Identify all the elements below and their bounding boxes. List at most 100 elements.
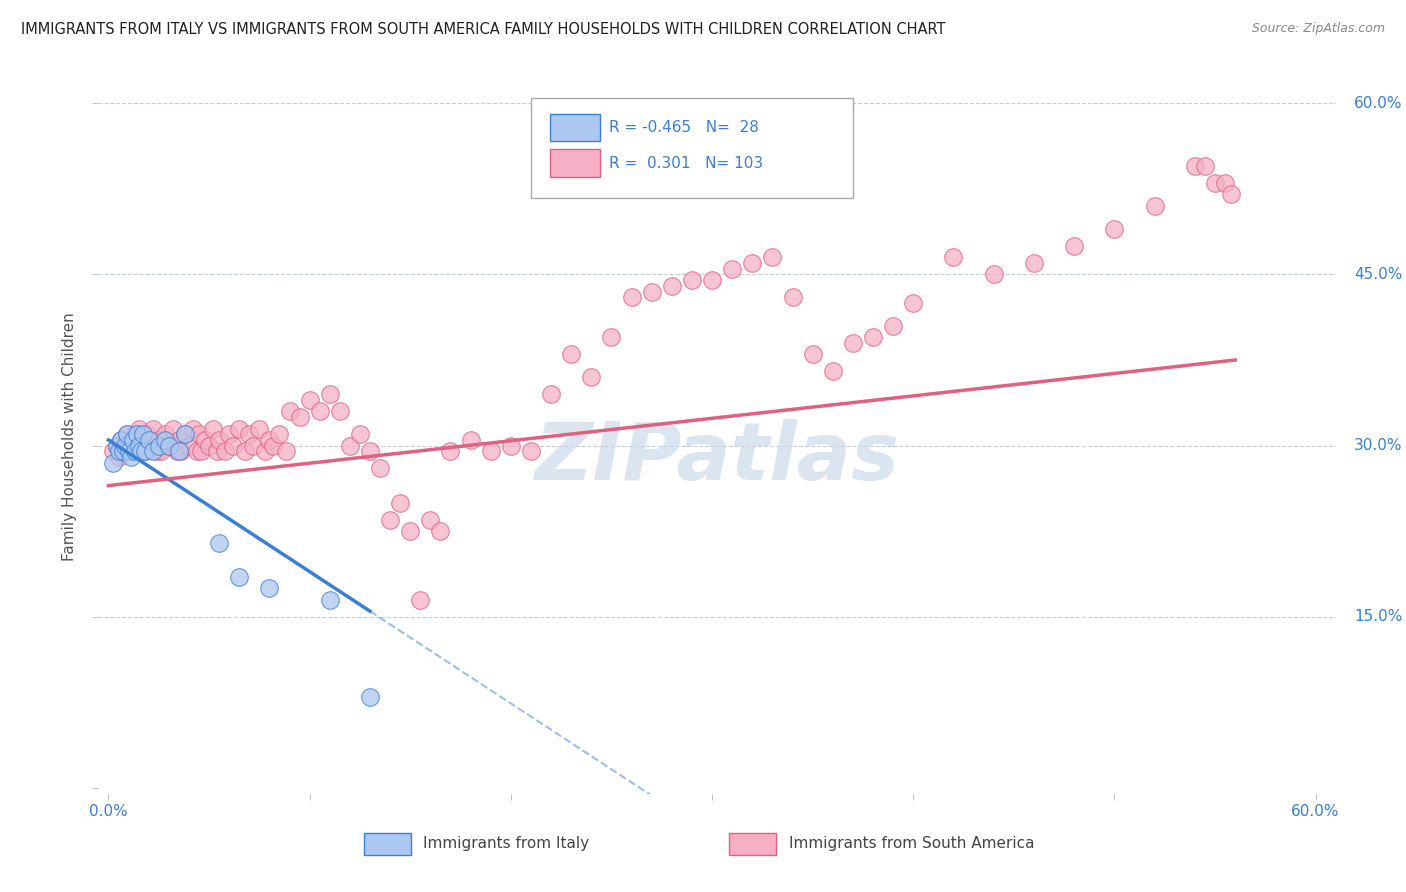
Point: [1220, 187, 1243, 202]
Point: [259, 433, 281, 447]
Point: [174, 427, 197, 442]
Point: [129, 444, 152, 458]
Point: [254, 444, 277, 458]
Point: [134, 444, 156, 458]
Point: [148, 439, 170, 453]
Point: [389, 496, 412, 510]
Point: [135, 427, 157, 442]
Point: [429, 524, 451, 539]
Point: [479, 444, 502, 458]
Point: [242, 439, 264, 453]
Point: [110, 433, 132, 447]
Point: [228, 421, 250, 435]
Point: [153, 433, 176, 447]
Point: [128, 439, 150, 453]
Point: [131, 427, 153, 442]
Point: [238, 427, 260, 442]
Point: [114, 439, 136, 453]
Point: [202, 421, 225, 435]
Point: [259, 582, 281, 596]
Point: [208, 433, 231, 447]
Text: Immigrants from Italy: Immigrants from Italy: [423, 837, 589, 851]
Point: [110, 433, 132, 447]
Point: [138, 433, 160, 447]
Point: [329, 404, 352, 418]
Point: [120, 450, 142, 464]
Point: [378, 513, 401, 527]
Point: [782, 290, 804, 304]
Point: [129, 444, 152, 458]
FancyBboxPatch shape: [730, 833, 776, 855]
Point: [194, 433, 217, 447]
Point: [1022, 256, 1045, 270]
Point: [319, 592, 342, 607]
Point: [142, 421, 165, 435]
Point: [188, 427, 211, 442]
Point: [138, 439, 160, 453]
Text: ZIPatlas: ZIPatlas: [534, 419, 900, 498]
Point: [801, 347, 824, 361]
Text: R =  0.301   N= 103: R = 0.301 N= 103: [609, 155, 763, 170]
Point: [419, 513, 441, 527]
Point: [101, 444, 124, 458]
Point: [247, 421, 270, 435]
Point: [208, 535, 231, 549]
Point: [269, 427, 291, 442]
Point: [181, 421, 204, 435]
Point: [983, 268, 1005, 282]
Point: [222, 439, 245, 453]
Point: [121, 433, 143, 447]
Point: [359, 444, 381, 458]
Point: [124, 444, 146, 458]
Point: [439, 444, 461, 458]
Point: [700, 273, 723, 287]
Point: [167, 433, 190, 447]
Text: 60.0%: 60.0%: [1354, 95, 1403, 111]
Text: 45.0%: 45.0%: [1354, 267, 1403, 282]
Point: [120, 433, 142, 447]
Point: [107, 444, 129, 458]
Point: [1184, 159, 1206, 173]
Point: [107, 450, 129, 464]
Point: [190, 444, 212, 458]
Point: [862, 330, 884, 344]
Point: [399, 524, 422, 539]
Point: [198, 439, 221, 453]
Point: [105, 439, 128, 453]
Point: [114, 439, 136, 453]
Point: [115, 427, 138, 442]
Point: [560, 347, 582, 361]
FancyBboxPatch shape: [550, 114, 599, 141]
Point: [149, 444, 172, 458]
Point: [1063, 239, 1085, 253]
Point: [721, 261, 744, 276]
Point: [741, 256, 763, 270]
Point: [111, 444, 134, 458]
Point: [308, 404, 330, 418]
Point: [157, 439, 180, 453]
Point: [903, 296, 925, 310]
Point: [1143, 199, 1166, 213]
Point: [520, 444, 543, 458]
Point: [228, 570, 250, 584]
Point: [131, 433, 153, 447]
Point: [101, 456, 124, 470]
Point: [218, 427, 240, 442]
Point: [233, 444, 256, 458]
Point: [111, 444, 134, 458]
Text: Immigrants from South America: Immigrants from South America: [789, 837, 1035, 851]
Point: [600, 330, 623, 344]
Text: 15.0%: 15.0%: [1354, 609, 1403, 624]
Point: [581, 370, 603, 384]
Point: [128, 421, 150, 435]
Point: [460, 433, 482, 447]
Text: R = -0.465   N=  28: R = -0.465 N= 28: [609, 120, 759, 135]
Point: [125, 439, 148, 453]
Point: [278, 404, 301, 418]
Point: [349, 427, 371, 442]
Point: [157, 439, 180, 453]
Text: 30.0%: 30.0%: [1354, 438, 1403, 453]
Point: [262, 439, 284, 453]
Point: [205, 444, 228, 458]
Point: [124, 427, 146, 442]
